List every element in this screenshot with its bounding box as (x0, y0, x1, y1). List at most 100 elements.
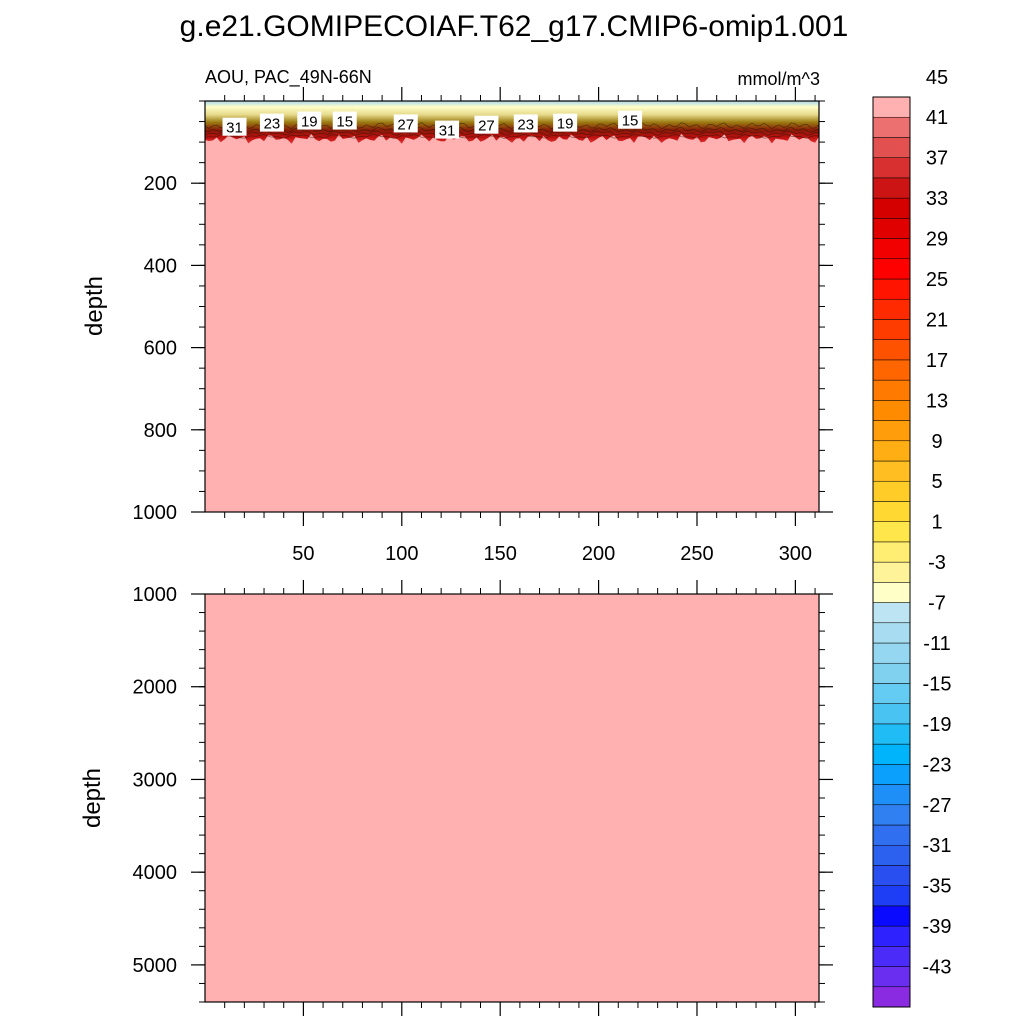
y-tick-label: 2000 (133, 677, 178, 699)
colorbar-label: -39 (923, 916, 952, 938)
colorbar-swatch (872, 420, 911, 442)
colorbar-label: 37 (926, 148, 948, 170)
colorbar-label: 9 (931, 431, 942, 453)
colorbar-label: 1 (931, 512, 942, 534)
y-tick-label: 800 (144, 420, 177, 442)
contour-label-text: 27 (397, 116, 414, 133)
colorbar-label: 41 (926, 107, 948, 129)
colorbar-swatch (872, 137, 911, 158)
colorbar-swatch (872, 258, 911, 280)
colorbar-label: -43 (923, 957, 952, 979)
x-tick-label: 150 (484, 543, 517, 565)
y-tick-label: 400 (144, 255, 177, 277)
colorbar-swatch (872, 602, 911, 624)
colorbar-swatch (872, 339, 911, 361)
colorbar-label: 29 (926, 229, 948, 251)
contour-label-box (259, 113, 284, 132)
upper-y-axis-label: depth (81, 276, 108, 336)
colorbar-swatch (872, 622, 911, 644)
variable-label: AOU, PAC_49N-66N (205, 67, 372, 88)
contour-label: 15 (332, 111, 357, 131)
colorbar-swatch (872, 804, 911, 826)
colorbar-label: 13 (926, 390, 948, 412)
colorbar-label: -35 (923, 876, 952, 898)
colorbar-label: 5 (931, 471, 942, 493)
colorbar-label: 45 (926, 67, 948, 89)
colorbar-swatch (872, 986, 911, 1008)
lower-panel: 1000 2000 3000 4000 5000 depth (79, 580, 833, 1016)
y-tick-label: 1000 (133, 502, 178, 524)
colorbar-swatch (872, 723, 911, 745)
contour-label-box (297, 111, 322, 130)
colorbar-label: -23 (923, 754, 952, 776)
colorbar-swatch (872, 642, 911, 664)
contour-label: 27 (474, 115, 499, 135)
units-label: mmol/m^3 (738, 69, 820, 89)
contour-label-text: 23 (517, 116, 534, 133)
lower-y-axis-label: depth (79, 768, 106, 828)
contour-label: 27 (393, 114, 418, 133)
colorbar-swatch (872, 238, 911, 260)
contour-label: 19 (553, 113, 578, 133)
colorbar-swatch (872, 460, 911, 482)
y-tick-label: 200 (144, 173, 177, 195)
x-tick-label: 200 (582, 543, 615, 565)
colorbar-swatch (872, 865, 911, 886)
colorbar-frame (872, 96, 911, 1008)
colorbar: 45 41 37 33 29 25 21 17 13 9 5 1 -3 -7 -11 -15 -19 -23 -27… (872, 67, 952, 1008)
colorbar-label: -11 (923, 633, 950, 655)
contour-label-text: 31 (226, 120, 243, 137)
contour-label-box (553, 113, 578, 132)
colorbar-label: -15 (923, 673, 952, 695)
contour-label: 23 (259, 113, 284, 133)
colorbar-label: -31 (923, 835, 952, 857)
contour-label-text: 19 (301, 114, 318, 131)
upper-panel-field (205, 101, 819, 512)
contour-label-text: 31 (439, 123, 456, 140)
contour-label-text: 27 (478, 118, 495, 135)
colorbar-swatch (872, 541, 911, 563)
y-tick-label: 5000 (133, 955, 178, 977)
lower-x-ticks (224, 580, 816, 1016)
colorbar-label: -3 (928, 552, 946, 574)
colorbar-swatch (872, 743, 911, 765)
colorbar-swatch (872, 561, 911, 583)
contour-label: 19 (297, 111, 322, 131)
colorbar-swatch (872, 784, 911, 806)
colorbar-label: 33 (926, 188, 948, 210)
chart-title: g.e21.GOMIPECOIAF.T62_g17.CMIP6-omip1.00… (180, 10, 849, 43)
colorbar-swatch (872, 480, 911, 502)
surface-gradient-band (205, 101, 819, 144)
colorbar-label: -19 (923, 714, 952, 736)
colorbar-swatch (872, 440, 911, 462)
contour-label-text: 15 (622, 113, 639, 130)
colorbar-swatch (872, 582, 911, 603)
contour-label-text: 23 (264, 116, 281, 133)
colorbar-swatch (872, 966, 911, 988)
contour-label: 31 (222, 117, 247, 137)
x-tick-label: 250 (680, 543, 713, 565)
contour-line (204, 133, 820, 139)
colorbar-swatch (872, 96, 911, 118)
colorbar-swatch (872, 885, 911, 907)
upper-panel: 31 23 19 15 27 31 27 23 19 15 200 400 600 800 1000 50… (81, 87, 833, 565)
y-tick-label: 3000 (133, 769, 178, 791)
contour-label-box (393, 114, 418, 133)
contour-label: 23 (513, 114, 538, 133)
colorbar-swatch (872, 197, 911, 219)
colorbar-swatch (872, 521, 911, 543)
colorbar-swatch (872, 683, 911, 704)
colorbar-swatch (872, 218, 911, 239)
contour-label-text: 19 (557, 116, 574, 133)
colorbar-swatch (872, 764, 911, 785)
colorbar-swatch (872, 298, 911, 320)
colorbar-swatch (872, 379, 911, 401)
contour-label-box (474, 115, 499, 134)
colorbar-swatch (872, 116, 911, 138)
contour-label-box (435, 120, 460, 139)
colorbar-swatch (872, 177, 911, 199)
colorbar-swatch (872, 925, 911, 947)
colorbar-label: 17 (926, 350, 948, 372)
